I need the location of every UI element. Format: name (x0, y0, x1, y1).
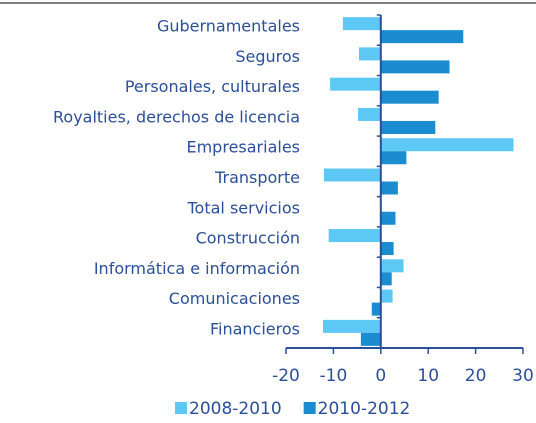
category-label: Personales, culturales (125, 77, 300, 96)
category-label: Comunicaciones (169, 289, 300, 308)
x-tick-label: -10 (320, 366, 348, 386)
bar (380, 120, 436, 134)
x-tick-label: 30 (512, 366, 534, 386)
bar (330, 77, 381, 91)
legend-label: 2010-2012 (318, 399, 411, 419)
legend-label: 2008-2010 (189, 399, 282, 419)
bar (380, 90, 439, 104)
category-label: Gubernamentales (157, 17, 300, 36)
bar (371, 302, 381, 316)
bar (342, 17, 381, 31)
bar (380, 181, 398, 195)
bar (360, 332, 381, 346)
legend-swatch (303, 402, 316, 414)
category-label: Total servicios (187, 198, 301, 217)
bar (380, 30, 464, 44)
x-tick-label: -20 (272, 366, 300, 386)
bar (380, 60, 450, 74)
legend-swatch (175, 402, 187, 414)
bar (323, 168, 381, 182)
bar (380, 151, 407, 165)
bar (380, 211, 396, 225)
bar (380, 289, 393, 303)
category-label: Empresariales (186, 138, 300, 157)
category-label: Transporte (214, 168, 300, 187)
x-tick-label: 20 (465, 366, 487, 386)
bar (380, 138, 514, 152)
x-tick-label: 0 (375, 366, 386, 386)
bar (358, 47, 381, 61)
category-label: Financieros (210, 319, 300, 338)
category-label: Seguros (235, 47, 300, 66)
bar (322, 319, 381, 333)
bar (358, 107, 381, 121)
category-label: Construcción (196, 229, 300, 248)
category-label: Informática e información (94, 259, 300, 278)
bar (380, 272, 392, 286)
category-label: Royalties, derechos de licencia (53, 107, 300, 126)
bar (380, 259, 404, 273)
bar (380, 242, 394, 256)
x-tick-label: 10 (417, 366, 439, 386)
bar (328, 229, 381, 243)
